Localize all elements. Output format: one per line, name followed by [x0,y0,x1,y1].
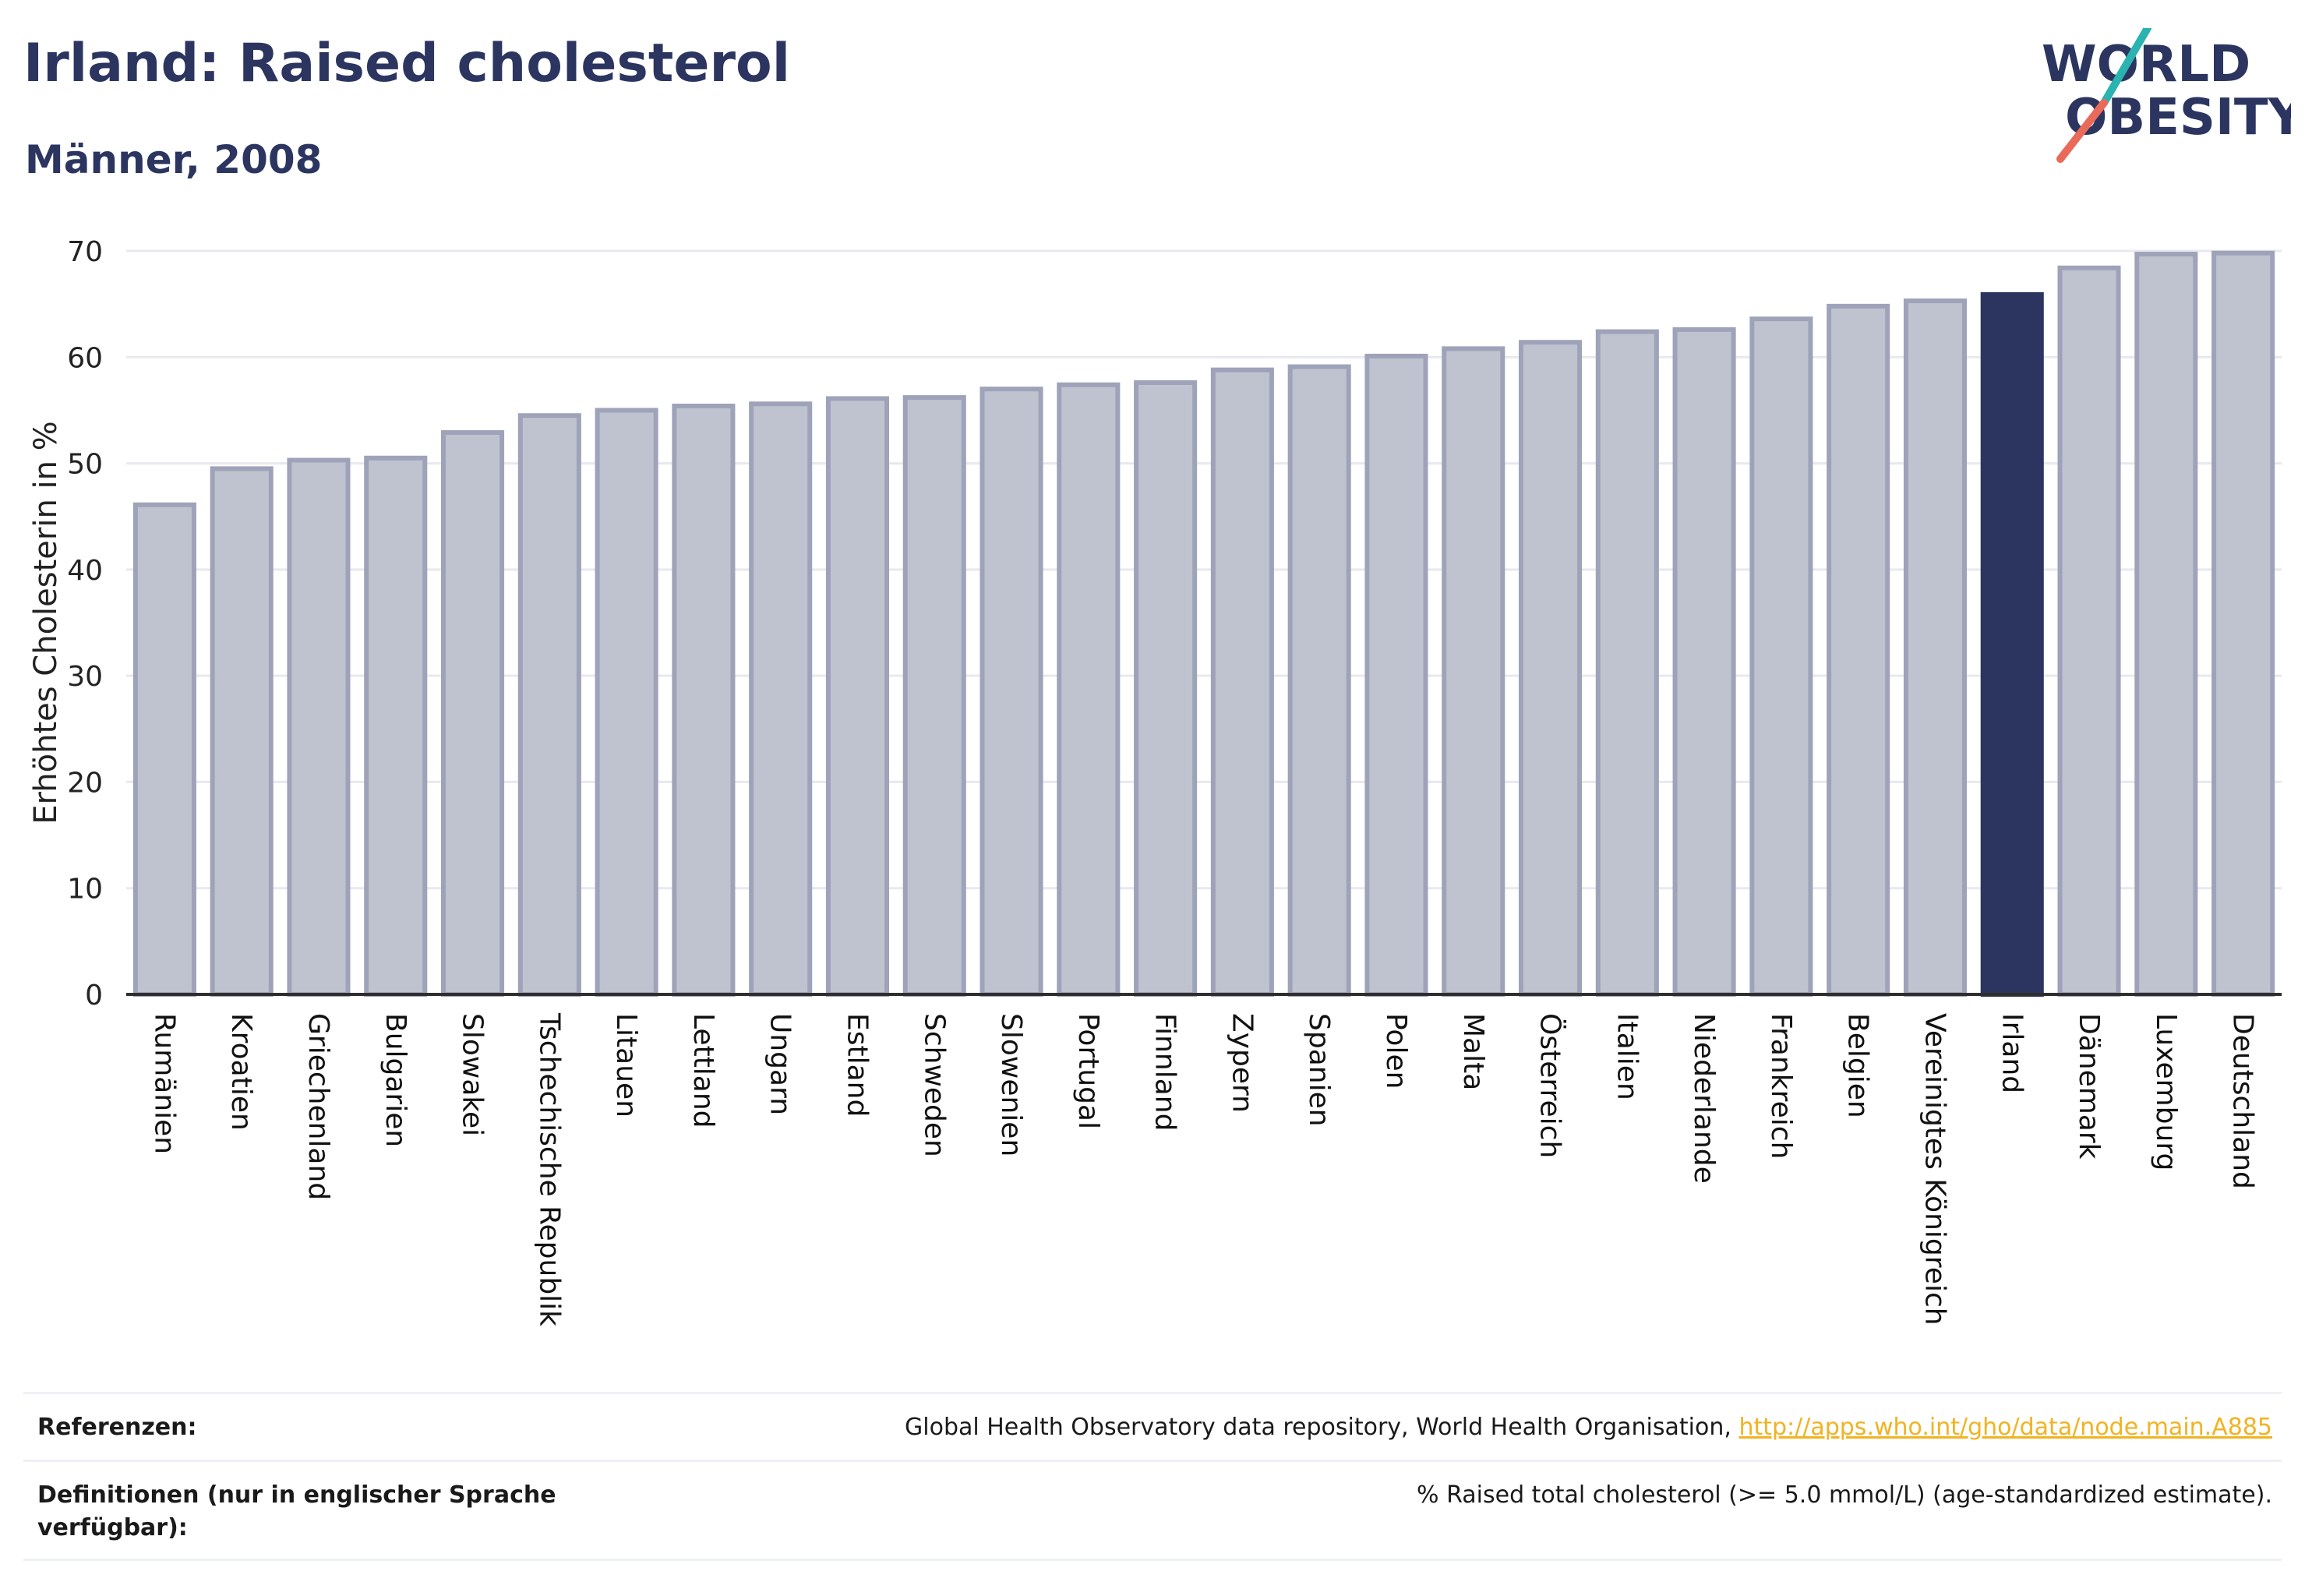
world-obesity-logo: WORLD OBESITY [2042,28,2291,163]
x-tick-label: Slowakei [457,1013,489,1136]
logo-slash-teal [2100,28,2151,107]
bar [672,403,736,997]
x-tick-label: Kroatien [225,1013,257,1131]
x-tick-label: Irland [1996,1013,2028,1093]
bar [1210,367,1274,997]
x-tick-label: Estland [841,1013,873,1117]
x-tick-label: Dänemark [2073,1013,2105,1160]
y-axis-title: Erhöhtes Cholesterin in % [28,421,64,824]
definitions-label: Definitionen (nur in englischer Sprache … [37,1481,556,1541]
x-tick-label: Slowenien [995,1013,1027,1156]
bar-chart: 0 10 20 30 40 50 60 70 Erhöhtes Cholesterin in %… [28,236,2282,1326]
page-title: Irland: Raised cholesterol [23,33,791,94]
x-tick-label: Luxemburg [2150,1013,2182,1171]
bar [2134,252,2198,997]
x-tick-label: Italien [1611,1013,1643,1100]
bar-highlight [1980,291,2044,997]
x-tick-label: Bulgarien [379,1013,411,1147]
x-tick-label: Finnland [1149,1013,1181,1131]
bar [132,502,196,997]
bar [902,395,966,997]
y-tick-label: 30 [67,661,103,693]
y-tick-label: 10 [67,874,103,906]
references-label: Referenzen: [37,1414,197,1441]
x-tick-label: Litauen [610,1013,642,1118]
x-tick-label: Griechenland [302,1013,334,1200]
y-tick-label: 20 [67,767,103,799]
x-tick-label: Rumänien [148,1013,180,1154]
bar [1595,329,1659,997]
x-tick-label: Belgien [1842,1013,1874,1118]
x-tick-label: Frankreich [1765,1013,1797,1159]
bar [1134,380,1198,998]
bar [364,455,428,997]
x-tick-label: Zypern [1226,1013,1258,1113]
bar [1364,353,1428,997]
x-tick-label: Spanien [1303,1013,1335,1127]
bar [210,466,274,997]
x-tick-label: Lettland [687,1013,719,1128]
bar [2211,250,2275,997]
bar [1518,340,1583,998]
x-tick-label: Portugal [1072,1013,1104,1129]
y-tick-label: 40 [67,555,103,587]
x-tick-label: Malta [1457,1013,1489,1090]
page-subtitle: Männer, 2008 [25,137,323,182]
x-tick-label: Niederlande [1688,1013,1720,1184]
bar [825,396,890,997]
bar [749,401,813,997]
definitions-row: Definitionen (nur in englischer Sprache … [23,1460,2282,1561]
x-tick-label: Vereinigtes Königreich [1918,1013,1950,1326]
bar [440,430,505,997]
bar [980,387,1043,997]
bar [1903,298,1968,998]
x-tick-label: Polen [1380,1013,1412,1089]
definitions-value: % Raised total cholesterol (>= 5.0 mmol/… [1417,1481,2272,1509]
references-table: Referenzen: Global Health Observatory da… [23,1392,2282,1561]
bar [1672,327,1736,997]
bar [1287,364,1351,997]
bar [287,457,351,997]
x-tick-label: Schweden [918,1013,950,1157]
logo-line-1: WORLD [2042,36,2250,94]
bar [1442,346,1505,997]
bar [1057,382,1121,998]
references-row: Referenzen: Global Health Observatory da… [23,1392,2282,1460]
bar [1827,303,1890,997]
bar [517,413,581,997]
y-tick-label: 70 [67,236,103,268]
logo-slash-coral [2056,99,2108,163]
y-tick-label: 50 [67,449,103,481]
y-tick-label: 0 [85,980,103,1012]
references-value: Global Health Observatory data repositor… [905,1411,2272,1444]
y-tick-label: 60 [67,342,103,374]
references-text: Global Health Observatory data repositor… [905,1414,1739,1441]
bar [2057,265,2121,997]
references-link[interactable]: http://apps.who.int/gho/data/node.main.A… [1738,1414,2272,1441]
bar [1749,316,1813,998]
x-tick-label: Tschechische Republik [533,1012,565,1326]
x-tick-label: Deutschland [2227,1013,2259,1189]
bar [595,408,658,997]
x-tick-label: Österreich [1534,1013,1567,1158]
x-tick-label: Ungarn [764,1013,796,1115]
